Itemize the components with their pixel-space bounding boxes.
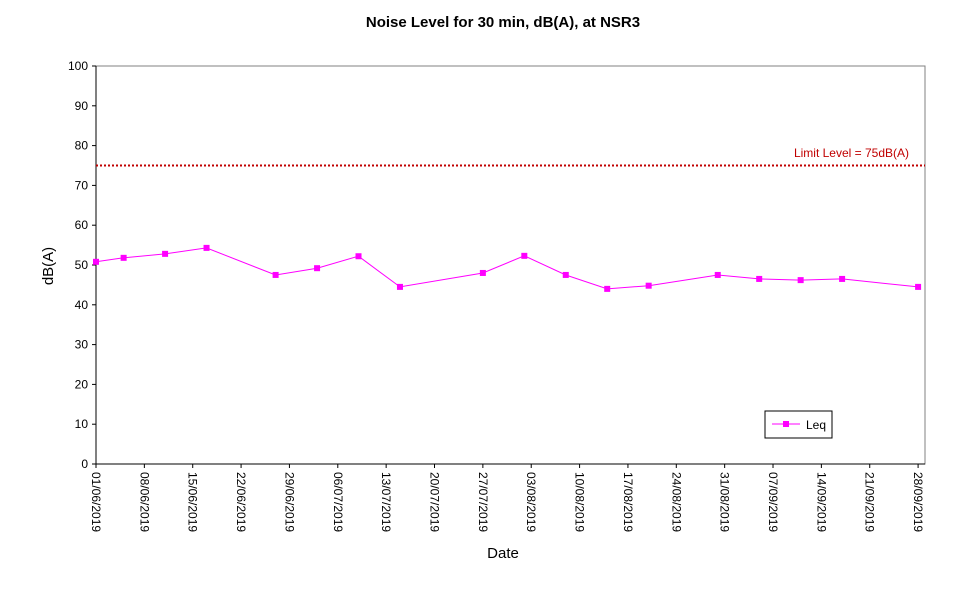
data-point-leq <box>203 244 210 251</box>
y-tick-label: 20 <box>75 377 89 391</box>
data-point-leq <box>314 265 321 272</box>
series-line-leq <box>95 247 919 290</box>
x-tick-label: 27/07/2019 <box>476 472 490 532</box>
x-tick-label: 17/08/2019 <box>621 472 635 532</box>
data-point-leq <box>915 283 922 290</box>
data-point-leq <box>714 271 721 278</box>
x-tick-label: 22/06/2019 <box>234 472 248 532</box>
data-point-leq <box>272 271 279 278</box>
y-tick-label: 90 <box>75 99 89 113</box>
y-tick-label: 50 <box>75 258 89 272</box>
x-tick-label: 29/06/2019 <box>282 472 296 532</box>
chart-title: Noise Level for 30 min, dB(A), at NSR3 <box>366 14 640 31</box>
x-tick-label: 03/08/2019 <box>524 472 538 532</box>
x-tick-label: 08/06/2019 <box>137 472 151 532</box>
y-tick-label: 10 <box>75 417 89 431</box>
data-point-leq <box>120 254 127 261</box>
data-point-leq <box>604 285 611 292</box>
data-point-leq <box>562 271 569 278</box>
data-point-leq <box>355 253 362 260</box>
x-tick-label: 10/08/2019 <box>573 472 587 532</box>
y-axis-label: dB(A) <box>40 247 57 285</box>
data-point-leq <box>521 252 528 259</box>
data-point-leq <box>162 250 169 257</box>
x-tick-label: 07/09/2019 <box>766 472 780 532</box>
legend-label-leq: Leq <box>806 418 826 432</box>
x-axis-label: Date <box>487 545 519 562</box>
plot-frame <box>95 65 926 465</box>
data-point-leq <box>839 275 846 282</box>
legend: Leq <box>764 410 833 439</box>
x-tick-label: 24/08/2019 <box>669 472 683 532</box>
plot-area: 0 10 20 30 40 50 60 70 80 90 100 01/06/2019 08/06/20… <box>68 59 926 532</box>
y-tick-label: 0 <box>81 457 88 471</box>
y-tick-label: 100 <box>68 59 88 73</box>
y-tick-label: 30 <box>75 338 89 352</box>
y-tick-label: 80 <box>75 139 89 153</box>
x-tick-label: 01/06/2019 <box>89 472 103 532</box>
x-tick-label: 14/09/2019 <box>814 472 828 532</box>
x-tick-label: 21/09/2019 <box>863 472 877 532</box>
legend-marker-leq <box>783 421 789 427</box>
x-tick-label: 15/06/2019 <box>186 472 200 532</box>
x-tick-label: 31/08/2019 <box>718 472 732 532</box>
y-tick-label: 40 <box>75 298 89 312</box>
x-tick-label: 28/09/2019 <box>911 472 925 532</box>
data-point-leq <box>396 283 403 290</box>
limit-level-label: Limit Level = 75dB(A) <box>794 146 909 160</box>
data-point-leq <box>756 275 763 282</box>
y-tick-label: 60 <box>75 218 89 232</box>
data-point-leq <box>93 258 99 265</box>
y-tick-label: 70 <box>75 178 89 192</box>
x-tick-label: 06/07/2019 <box>331 472 345 532</box>
data-point-leq <box>479 269 486 276</box>
data-point-leq <box>797 277 804 284</box>
x-tick-label: 13/07/2019 <box>379 472 393 532</box>
data-point-leq <box>645 282 652 289</box>
x-tick-label: 20/07/2019 <box>428 472 442 532</box>
